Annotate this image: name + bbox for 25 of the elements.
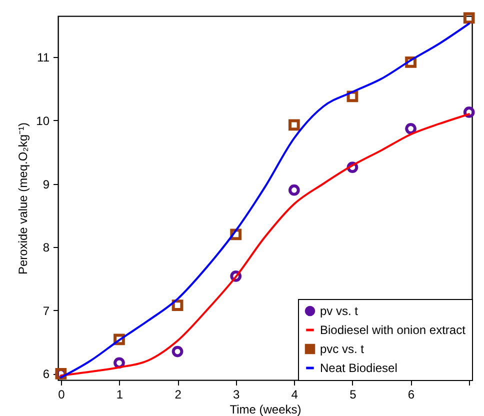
- y-tick-label: 9: [42, 177, 50, 192]
- legend-label: Biodiesel with onion extract: [320, 323, 466, 337]
- legend-label: pvc vs. t: [320, 342, 365, 356]
- x-tick-label: 0: [58, 388, 66, 402]
- legend-label: pv vs. t: [320, 304, 359, 318]
- y-tick-label: 7: [42, 304, 50, 318]
- y-tick-label: 10: [36, 114, 50, 128]
- point: [288, 119, 300, 131]
- x-tick-label: 5: [350, 388, 357, 402]
- x-tick-label: 4: [291, 388, 298, 402]
- y-axis-title: Peroxide value (meq.O₂kg⁻¹): [16, 122, 30, 275]
- point: [405, 123, 416, 134]
- y-tick-label: 6: [42, 367, 50, 382]
- point: [288, 184, 300, 196]
- x-tick-label: 6: [408, 388, 415, 402]
- x-tick-label: 1: [116, 388, 124, 402]
- x-axis-title: Time (weeks): [230, 402, 302, 416]
- point: [463, 12, 475, 24]
- point: [172, 346, 184, 358]
- y-tick-label: 11: [37, 50, 50, 65]
- y-tick-label: 8: [42, 240, 50, 255]
- x-tick-label: 2: [174, 388, 182, 402]
- x-tick-label: 3: [233, 388, 240, 402]
- point: [463, 106, 475, 118]
- legend-label: Neat Biodiesel: [320, 361, 398, 375]
